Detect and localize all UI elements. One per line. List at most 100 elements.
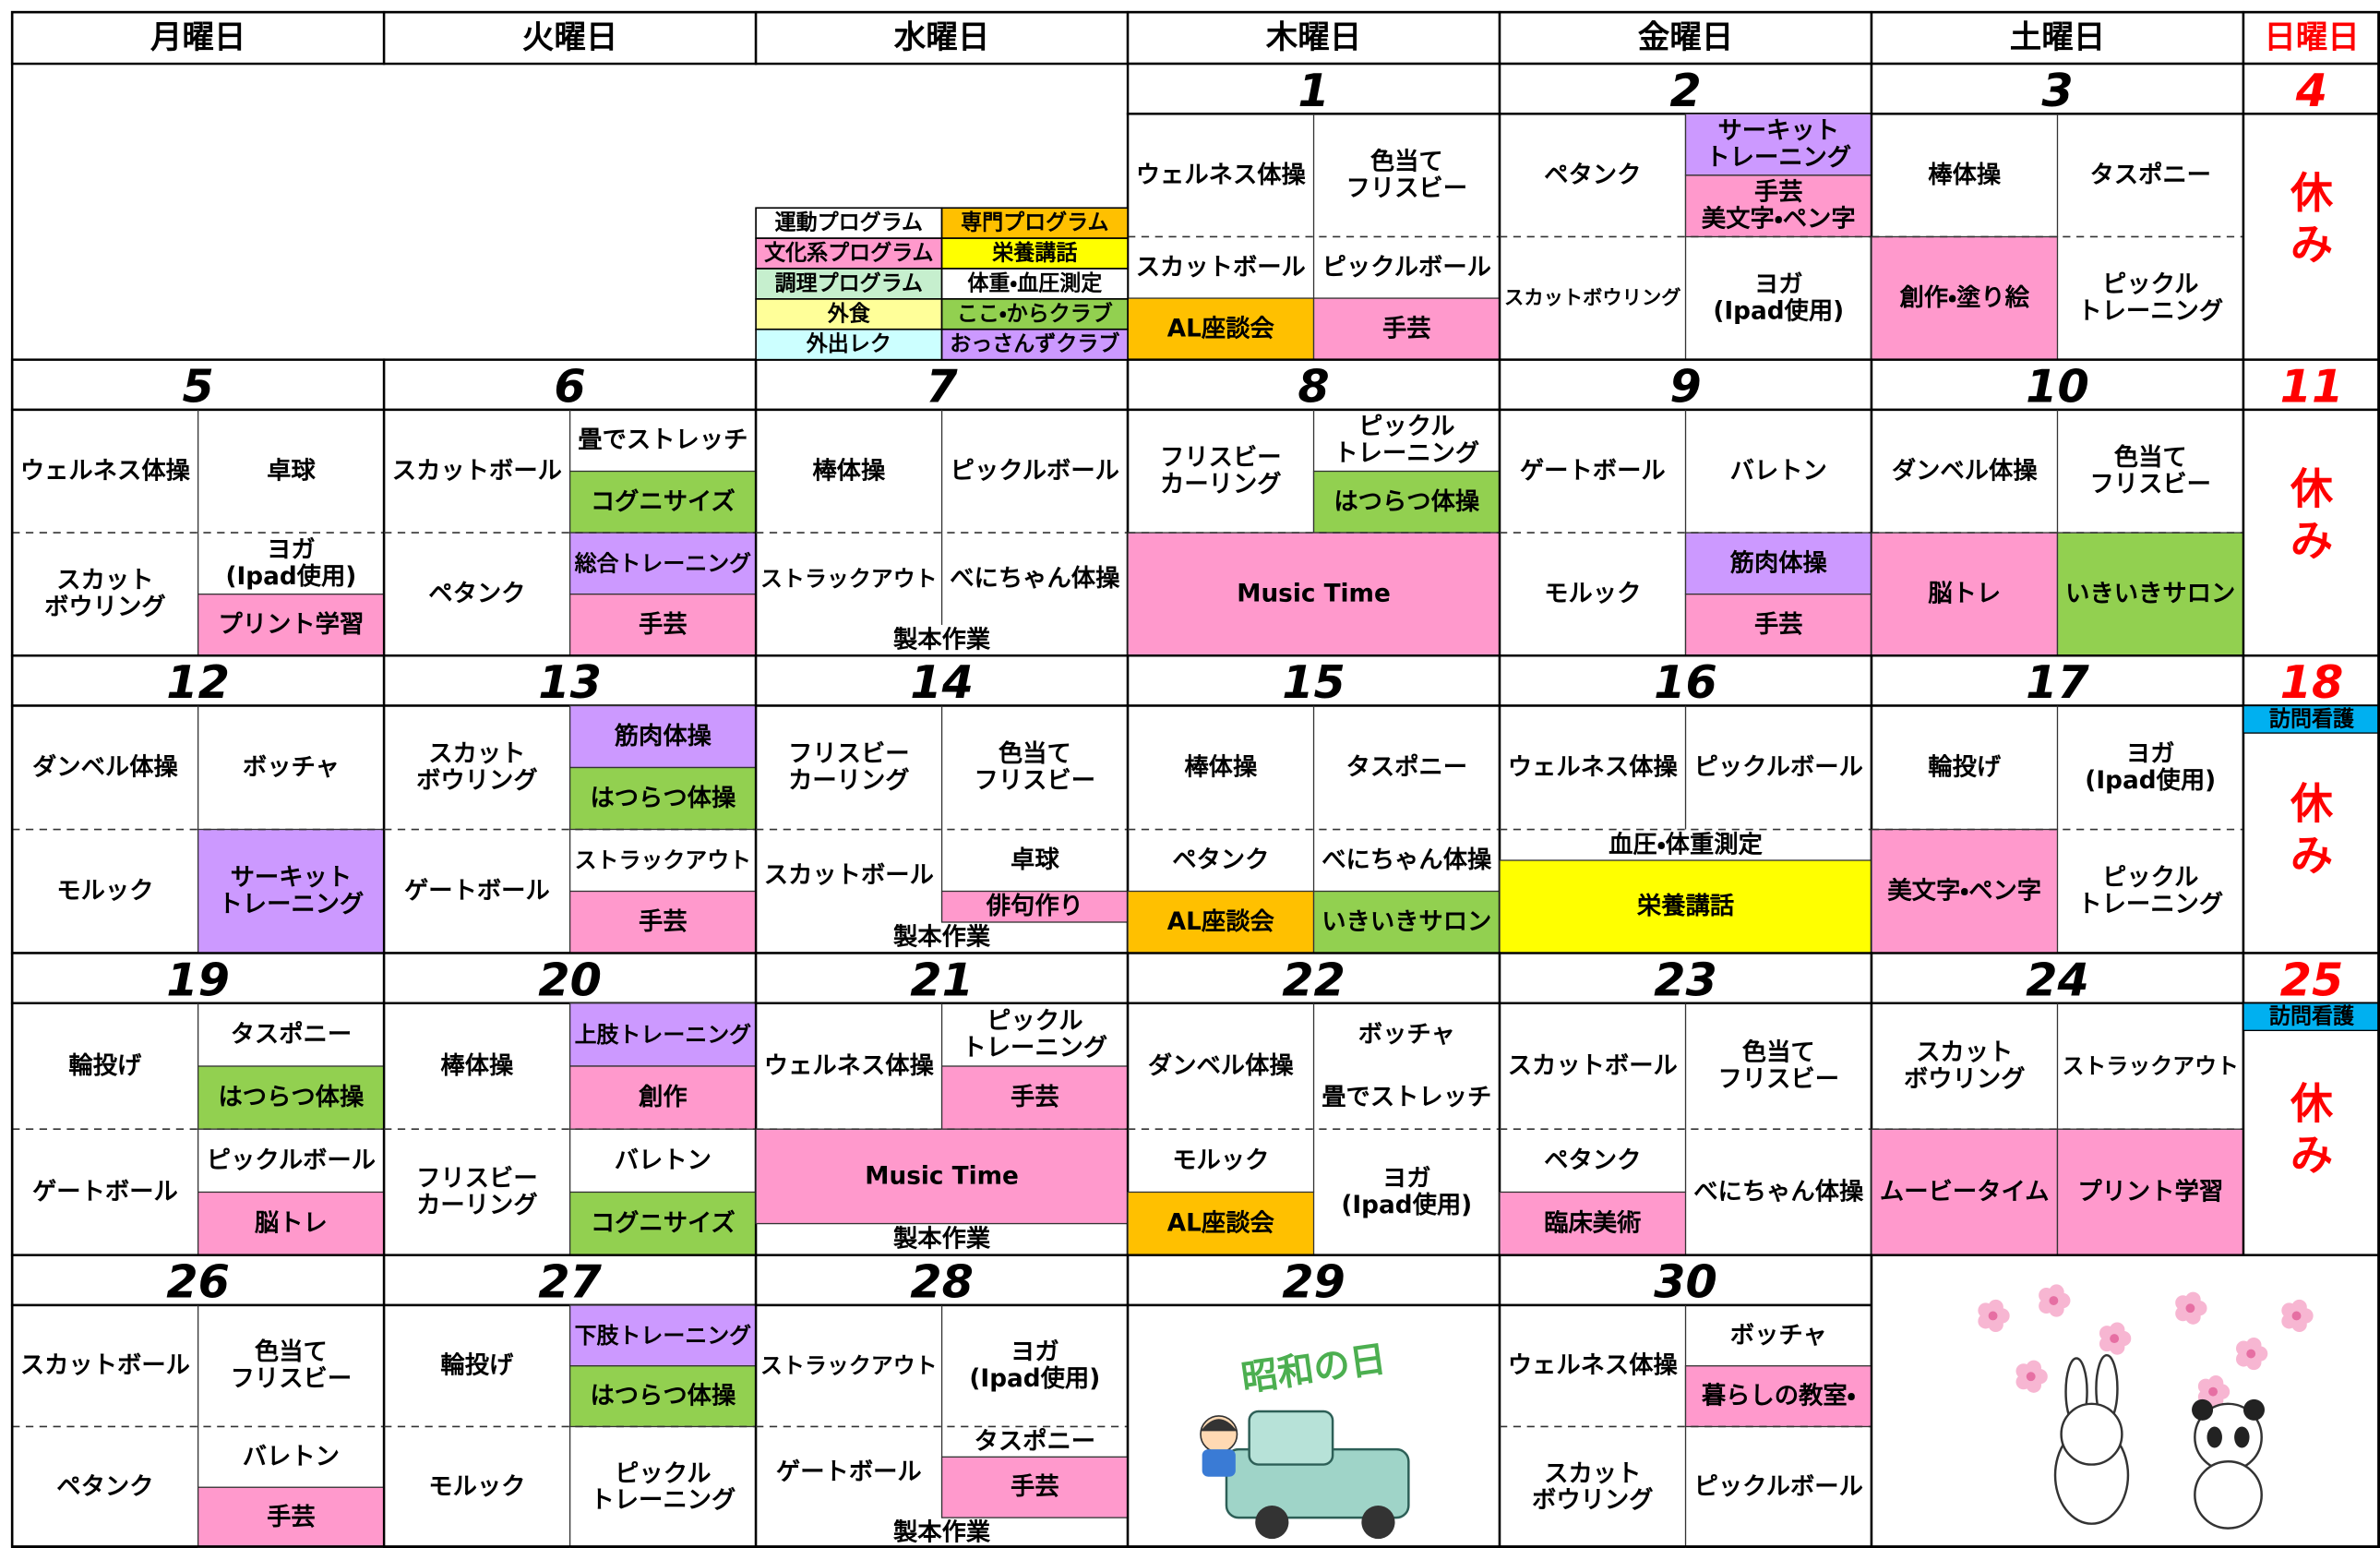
activity-label: 手芸 bbox=[639, 908, 688, 936]
activity-box bbox=[568, 470, 757, 534]
date-number: 22 bbox=[1282, 953, 1345, 1006]
activity-label: プリント学習 bbox=[2077, 1177, 2223, 1206]
rabbit-head bbox=[2060, 1402, 2123, 1466]
date-number: 28 bbox=[910, 1254, 974, 1308]
date-number: 19 bbox=[166, 953, 230, 1006]
activity-label: タスポニー bbox=[2089, 161, 2211, 189]
date-number: 26 bbox=[166, 1254, 230, 1308]
activity-label: タスポニー bbox=[1346, 753, 1468, 782]
activity-label: 脳トレ bbox=[254, 1210, 328, 1238]
activity-label: スカットボウリング bbox=[1532, 1460, 1654, 1515]
activity-label: 血圧・体重測定 bbox=[1609, 831, 1763, 858]
activity-label: ウェルネス体操 bbox=[1508, 1352, 1679, 1380]
activity-label: ダンベル体操 bbox=[1892, 457, 2039, 486]
activity-label: ピックルボール bbox=[951, 458, 1119, 486]
activity-label: 上肢トレーニング bbox=[575, 1022, 752, 1048]
activity-label: 手芸 bbox=[639, 611, 688, 639]
activity-box bbox=[1684, 1365, 1872, 1428]
flower-petal bbox=[2049, 1284, 2064, 1300]
closed-label: 休み bbox=[2290, 168, 2334, 270]
date-cell bbox=[1498, 62, 1873, 115]
activity-label: はつらつ体操 bbox=[590, 785, 736, 812]
activity-label: スカットボール bbox=[392, 458, 562, 486]
outer-frame bbox=[10, 10, 2380, 1548]
activity-label: ピックルボール bbox=[1694, 1473, 1863, 1501]
date-number: 29 bbox=[1282, 1254, 1345, 1308]
driver-hair bbox=[1201, 1419, 1238, 1432]
weekday-label: 火曜日 bbox=[522, 19, 618, 56]
date-number: 3 bbox=[2041, 64, 2073, 117]
activity-label: 下肢トレーニング bbox=[575, 1323, 752, 1349]
activity-label: ボッチャ bbox=[1358, 1021, 1455, 1049]
flower-petal bbox=[2246, 1337, 2262, 1353]
activity-label: ペタンク bbox=[428, 581, 525, 608]
flower-petal bbox=[2291, 1299, 2307, 1315]
activity-label: ペタンク bbox=[56, 1473, 153, 1501]
legend-box bbox=[755, 328, 943, 361]
activity-label: スカットボール bbox=[20, 1352, 190, 1380]
flower-center bbox=[2110, 1334, 2120, 1344]
activity-box bbox=[2056, 1128, 2244, 1256]
activity-label: ストラックアウト bbox=[760, 1353, 938, 1379]
activity-label: 美文字・ペン字 bbox=[1887, 877, 2041, 906]
activity-label: 手芸 bbox=[1754, 611, 1803, 639]
activity-label: 製本作業 bbox=[892, 627, 991, 654]
legend-label: 調理プログラム bbox=[775, 270, 923, 295]
activity-label: べにちゃん体操 bbox=[1322, 846, 1492, 874]
activity-label: 脳トレ bbox=[1927, 581, 2001, 608]
panda-eye bbox=[2207, 1426, 2222, 1448]
date-cell bbox=[1870, 62, 2245, 115]
holiday-illustration bbox=[1200, 1410, 1410, 1540]
driver-shirt bbox=[1202, 1449, 1236, 1477]
activity-label: 輪投げ bbox=[440, 1351, 514, 1380]
activity-label: スカットボウリング bbox=[1904, 1039, 2026, 1094]
date-number: 13 bbox=[538, 655, 602, 709]
activity-box bbox=[568, 1304, 757, 1367]
activity-label: 輪投げ bbox=[1928, 753, 2002, 782]
activity-label: はつらつ体操 bbox=[590, 1383, 736, 1410]
panda-ear bbox=[2242, 1398, 2265, 1421]
activity-box bbox=[568, 594, 757, 656]
panda-ear bbox=[2192, 1398, 2214, 1421]
activity-label: ピックルトレーニング bbox=[590, 1460, 736, 1515]
activity-label: ボッチャ bbox=[1730, 1322, 1827, 1350]
activity-label: ヨガ(Ipad使用) bbox=[225, 536, 356, 591]
date-cell bbox=[10, 1254, 386, 1307]
activity-label: スカットボール bbox=[764, 862, 934, 890]
date-cell bbox=[2242, 654, 2380, 707]
activity-box bbox=[568, 1191, 757, 1256]
activity-label: 手芸美文字・ペン字 bbox=[1702, 179, 1856, 234]
activity-label: ゲートボール bbox=[776, 1458, 922, 1486]
activity-label: ヨガ(Ipad使用) bbox=[1713, 271, 1844, 326]
flower-petal bbox=[2185, 1291, 2201, 1308]
activity-label: ピックルトレーニング bbox=[1334, 414, 1479, 468]
activity-label: スカットボウリング bbox=[416, 740, 538, 795]
note-label: 訪問看護 bbox=[2269, 707, 2355, 731]
flower-petal bbox=[2109, 1322, 2125, 1338]
activity-label: 色当てフリスビー bbox=[975, 739, 1096, 795]
closed-label: 休み bbox=[2290, 779, 2334, 881]
activity-label: 卓球 bbox=[267, 458, 316, 486]
date-number: 6 bbox=[554, 359, 585, 413]
date-number: 20 bbox=[538, 953, 602, 1006]
date-number: 1 bbox=[1298, 64, 1329, 117]
legend-box bbox=[755, 298, 943, 330]
activity-label: 手芸 bbox=[267, 1504, 316, 1531]
activity-label: 手芸 bbox=[1382, 315, 1431, 342]
closed-label: 休み bbox=[2290, 1078, 2334, 1180]
legend-label: 専門プログラム bbox=[961, 210, 1108, 235]
activity-label: ウェルネス体操 bbox=[1508, 754, 1679, 782]
truck-cab bbox=[1248, 1410, 1334, 1466]
activity-label: タスポニー bbox=[975, 1427, 1096, 1456]
date-number: 18 bbox=[2280, 655, 2344, 709]
activity-label: モルック bbox=[1172, 1146, 1269, 1174]
activity-label: ムービータイム bbox=[1880, 1178, 2050, 1206]
flower-center bbox=[2049, 1296, 2059, 1305]
activity-box bbox=[1312, 297, 1501, 361]
activity-label: 手芸 bbox=[1011, 1084, 1059, 1111]
activity-label: いきいきサロン bbox=[1322, 908, 1491, 936]
activity-box bbox=[1871, 532, 2059, 656]
date-cell bbox=[1126, 1254, 1501, 1307]
